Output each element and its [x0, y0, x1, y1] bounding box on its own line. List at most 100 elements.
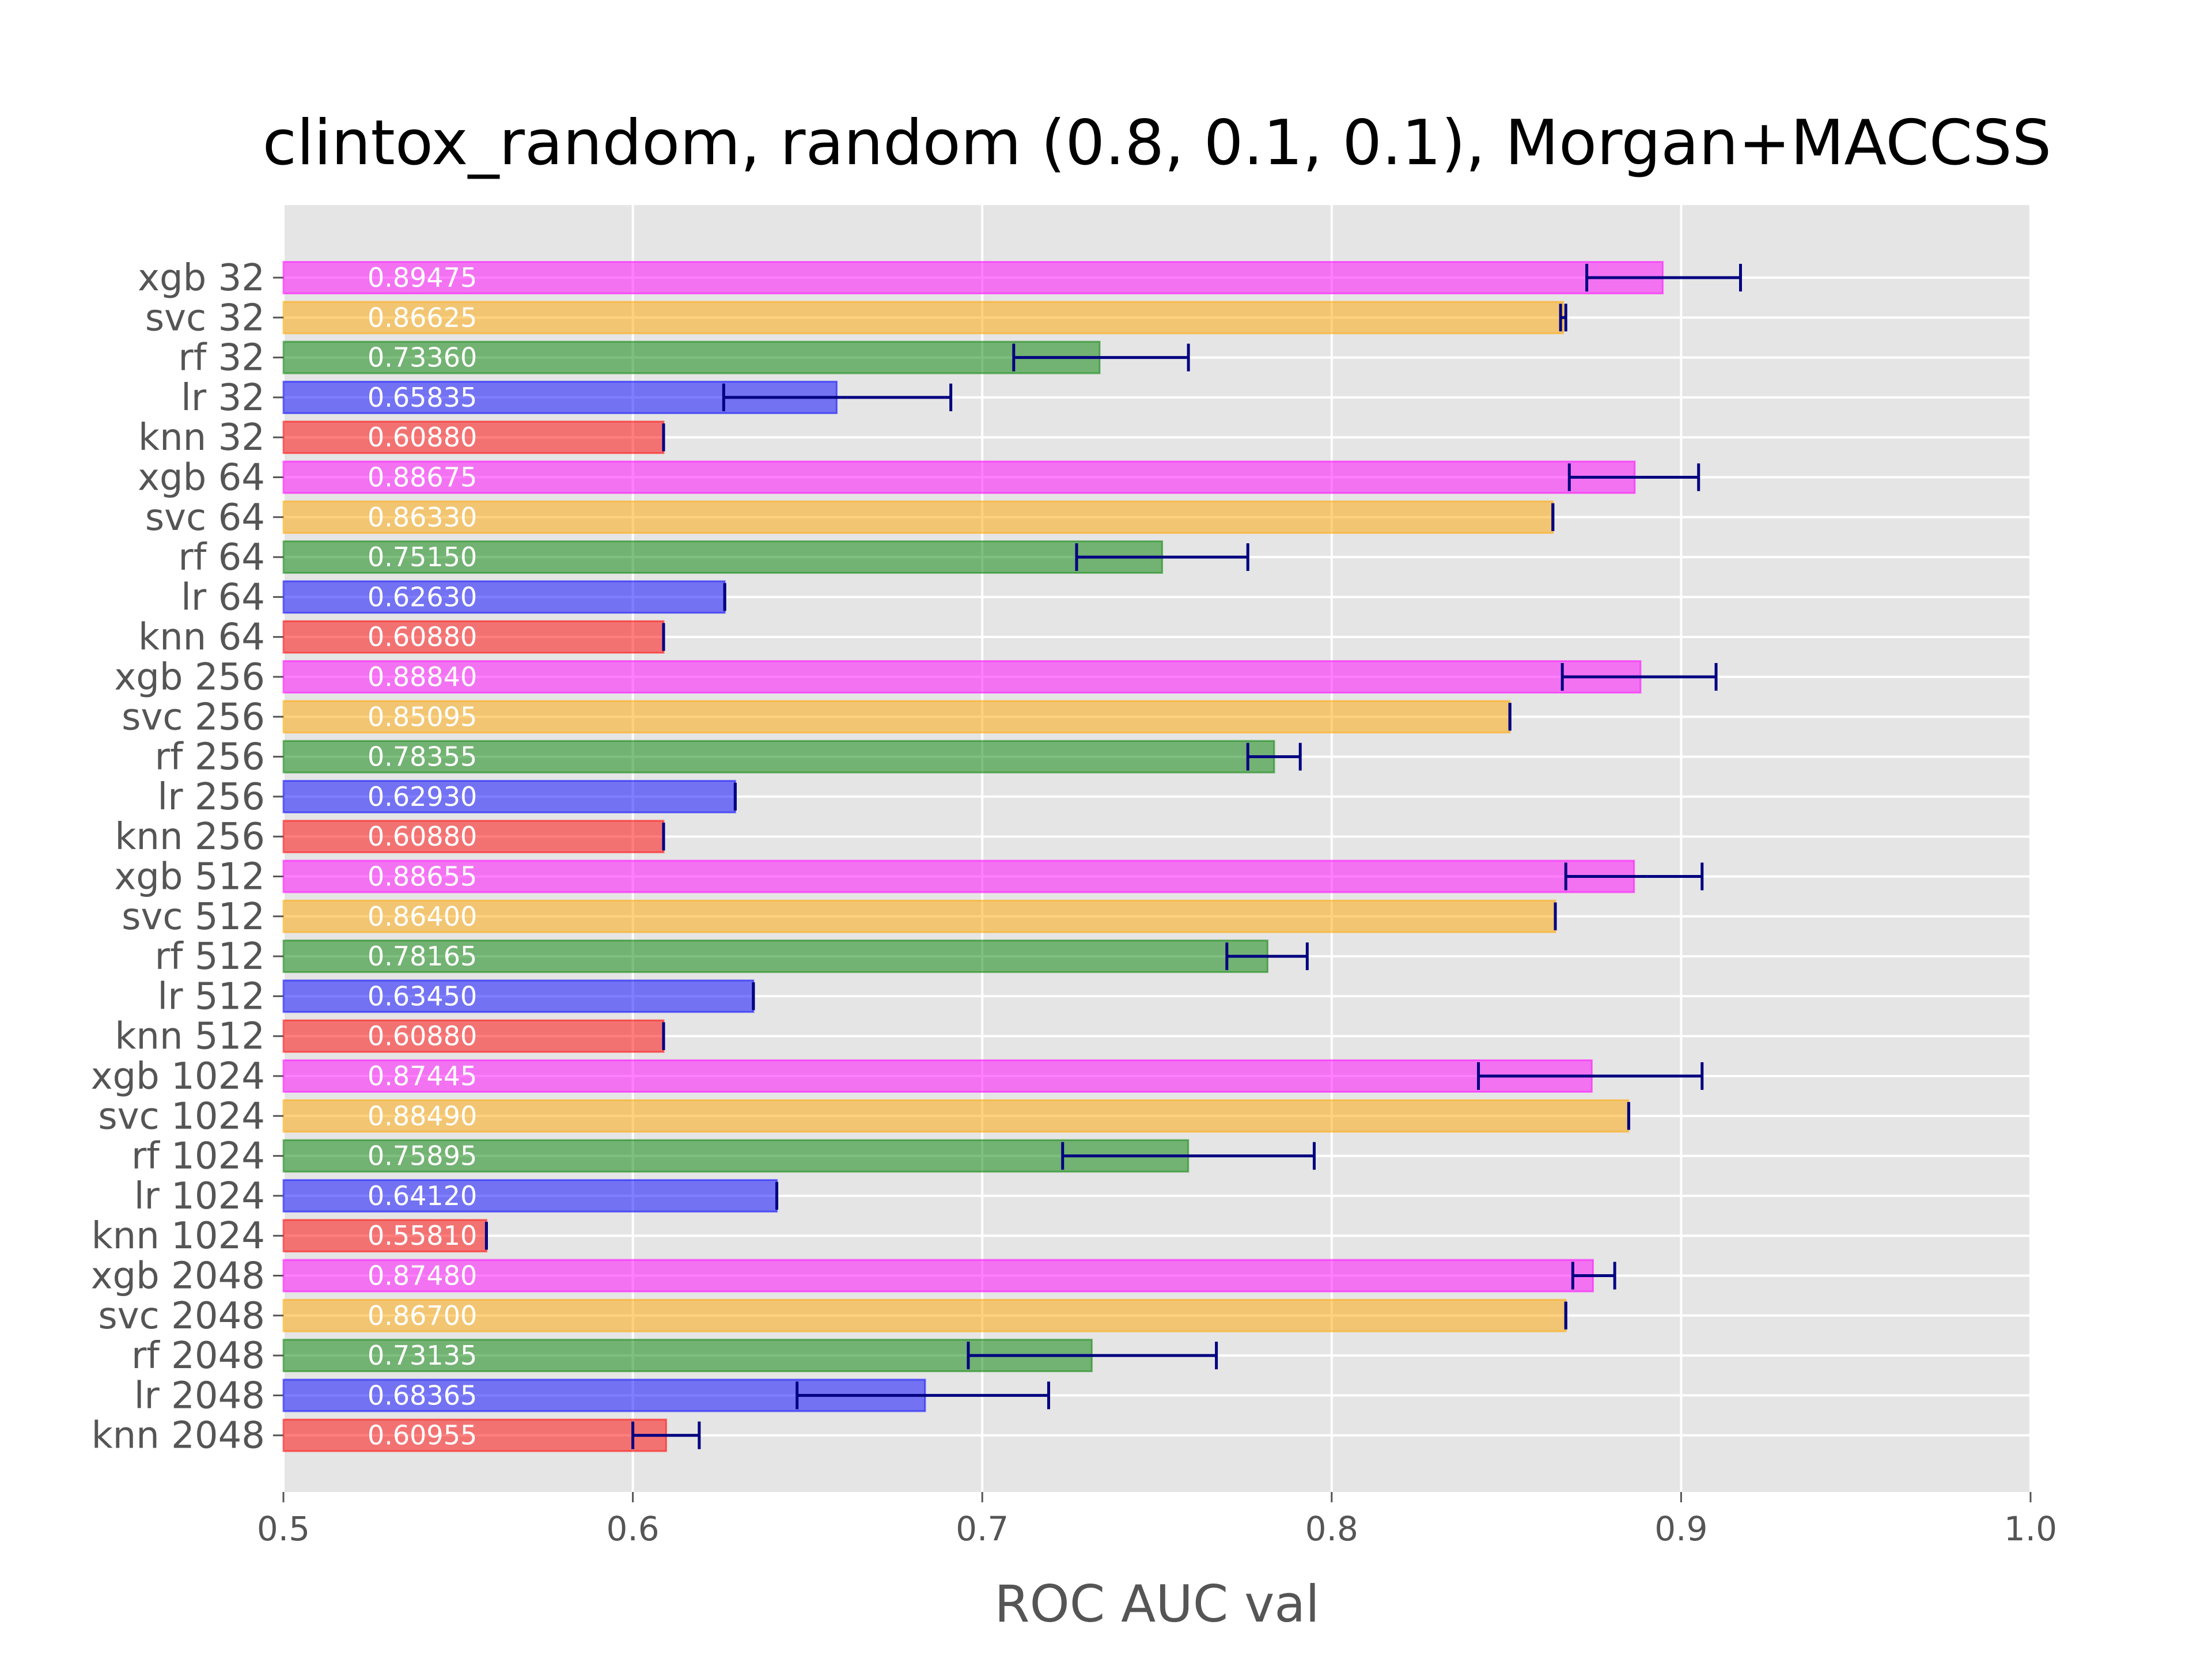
chart-title: clintox_random, random (0.8, 0.1, 0.1), …	[263, 107, 2052, 179]
bar	[282, 1179, 778, 1213]
bar	[282, 1219, 487, 1253]
value-label: 0.75150	[368, 541, 477, 573]
error-bar	[1560, 663, 1718, 691]
bar	[282, 1298, 1567, 1332]
y-tick-label: rf 32	[178, 337, 265, 380]
x-axis-ticks: 0.5 0.6 0.7 0.8 0.9 1.0	[257, 1492, 2057, 1548]
y-tick-label: svc 2048	[98, 1295, 265, 1338]
value-label: 0.63450	[368, 980, 477, 1012]
x-tick-label: 0.5	[257, 1509, 310, 1548]
x-tick-label: 0.9	[1654, 1509, 1707, 1548]
value-label: 0.86625	[368, 302, 477, 333]
error-bars	[484, 264, 1743, 1449]
x-tick-label: 0.8	[1305, 1509, 1358, 1548]
value-label: 0.85095	[368, 701, 477, 732]
y-tick-label: svc 32	[145, 297, 265, 339]
error-bar	[1559, 304, 1567, 332]
bar	[282, 779, 736, 813]
error-bar	[1585, 264, 1743, 291]
bar	[282, 261, 1664, 294]
value-label: 0.78165	[368, 941, 477, 972]
value-label: 0.65835	[368, 382, 477, 413]
bar	[282, 1059, 1593, 1093]
y-tick-label: xgb 64	[138, 457, 265, 499]
value-label: 0.60955	[368, 1420, 477, 1451]
y-tick-label: rf 2048	[131, 1335, 265, 1377]
value-label: 0.86330	[368, 502, 477, 533]
bar	[282, 421, 665, 454]
y-tick-label: xgb 256	[114, 656, 265, 699]
y-tick-label: knn 256	[115, 816, 265, 858]
value-labels: 0.89475 0.86625 0.73360 0.65835 0.60880 0.886…	[368, 262, 477, 1451]
y-tick-label: knn 1024	[92, 1215, 265, 1257]
value-label: 0.73360	[368, 342, 477, 373]
y-tick-label: xgb 1024	[91, 1055, 265, 1098]
value-label: 0.62630	[368, 581, 477, 612]
x-tick-label: 0.6	[606, 1509, 659, 1548]
y-tick-label: xgb 512	[114, 856, 265, 899]
value-label: 0.60880	[368, 422, 477, 453]
value-label: 0.55810	[368, 1220, 477, 1251]
error-bar	[1571, 1262, 1616, 1290]
y-tick-label: xgb 2048	[91, 1255, 265, 1298]
error-bar	[796, 1381, 1050, 1410]
error-bar	[1061, 1142, 1316, 1170]
y-tick-label: svc 512	[122, 896, 265, 938]
value-label: 0.60880	[368, 622, 477, 653]
value-label: 0.62930	[368, 781, 477, 812]
bar	[282, 460, 1636, 494]
y-tick-label: knn 512	[115, 1016, 265, 1058]
value-label: 0.60880	[368, 1021, 477, 1052]
bar	[282, 340, 1101, 374]
error-bar	[1225, 942, 1309, 971]
bar	[282, 660, 1642, 694]
x-tick-label: 0.7	[956, 1509, 1009, 1548]
y-tick-label: rf 256	[155, 736, 265, 779]
bar	[282, 700, 1511, 734]
value-label: 0.88675	[368, 462, 477, 493]
x-tick-label: 1.0	[2004, 1509, 2057, 1548]
value-label: 0.87445	[368, 1060, 477, 1092]
error-bar	[1075, 543, 1249, 571]
y-tick-label: svc 1024	[98, 1095, 265, 1138]
error-bar	[722, 383, 953, 411]
y-tick-label: svc 64	[145, 497, 265, 539]
y-tick-label: lr 32	[181, 377, 265, 419]
value-label: 0.60880	[368, 821, 477, 852]
value-label: 0.88490	[368, 1100, 477, 1131]
error-bar	[1564, 862, 1704, 891]
bar	[282, 620, 665, 654]
value-label: 0.73135	[368, 1340, 477, 1371]
y-tick-label: knn 2048	[92, 1415, 265, 1457]
y-tick-label: rf 512	[155, 935, 265, 978]
value-label: 0.88655	[368, 861, 477, 892]
value-label: 0.89475	[368, 262, 477, 293]
bar	[282, 1339, 1093, 1373]
bar	[282, 580, 726, 614]
error-bar	[1567, 463, 1700, 491]
bar	[282, 1099, 1630, 1133]
value-label: 0.78355	[368, 741, 477, 772]
bar	[282, 859, 1635, 893]
y-tick-label: lr 256	[157, 776, 265, 819]
value-label: 0.64120	[368, 1180, 477, 1211]
value-label: 0.86400	[368, 901, 477, 932]
bar	[282, 1019, 665, 1053]
y-tick-label: lr 64	[181, 576, 265, 619]
error-bar	[1012, 343, 1190, 372]
bar	[282, 740, 1275, 774]
value-label: 0.87480	[368, 1260, 477, 1291]
y-tick-label: lr 2048	[134, 1374, 265, 1417]
value-label: 0.86700	[368, 1300, 477, 1331]
y-tick-label: svc 256	[122, 696, 265, 738]
y-tick-label: xgb 32	[138, 257, 265, 300]
y-tick-label: lr 512	[157, 975, 265, 1018]
bar	[282, 1259, 1594, 1293]
error-bar	[1246, 743, 1302, 771]
y-tick-label: rf 1024	[131, 1135, 265, 1178]
value-label: 0.88840	[368, 661, 477, 692]
x-axis-label: ROC AUC val	[994, 1574, 1319, 1634]
